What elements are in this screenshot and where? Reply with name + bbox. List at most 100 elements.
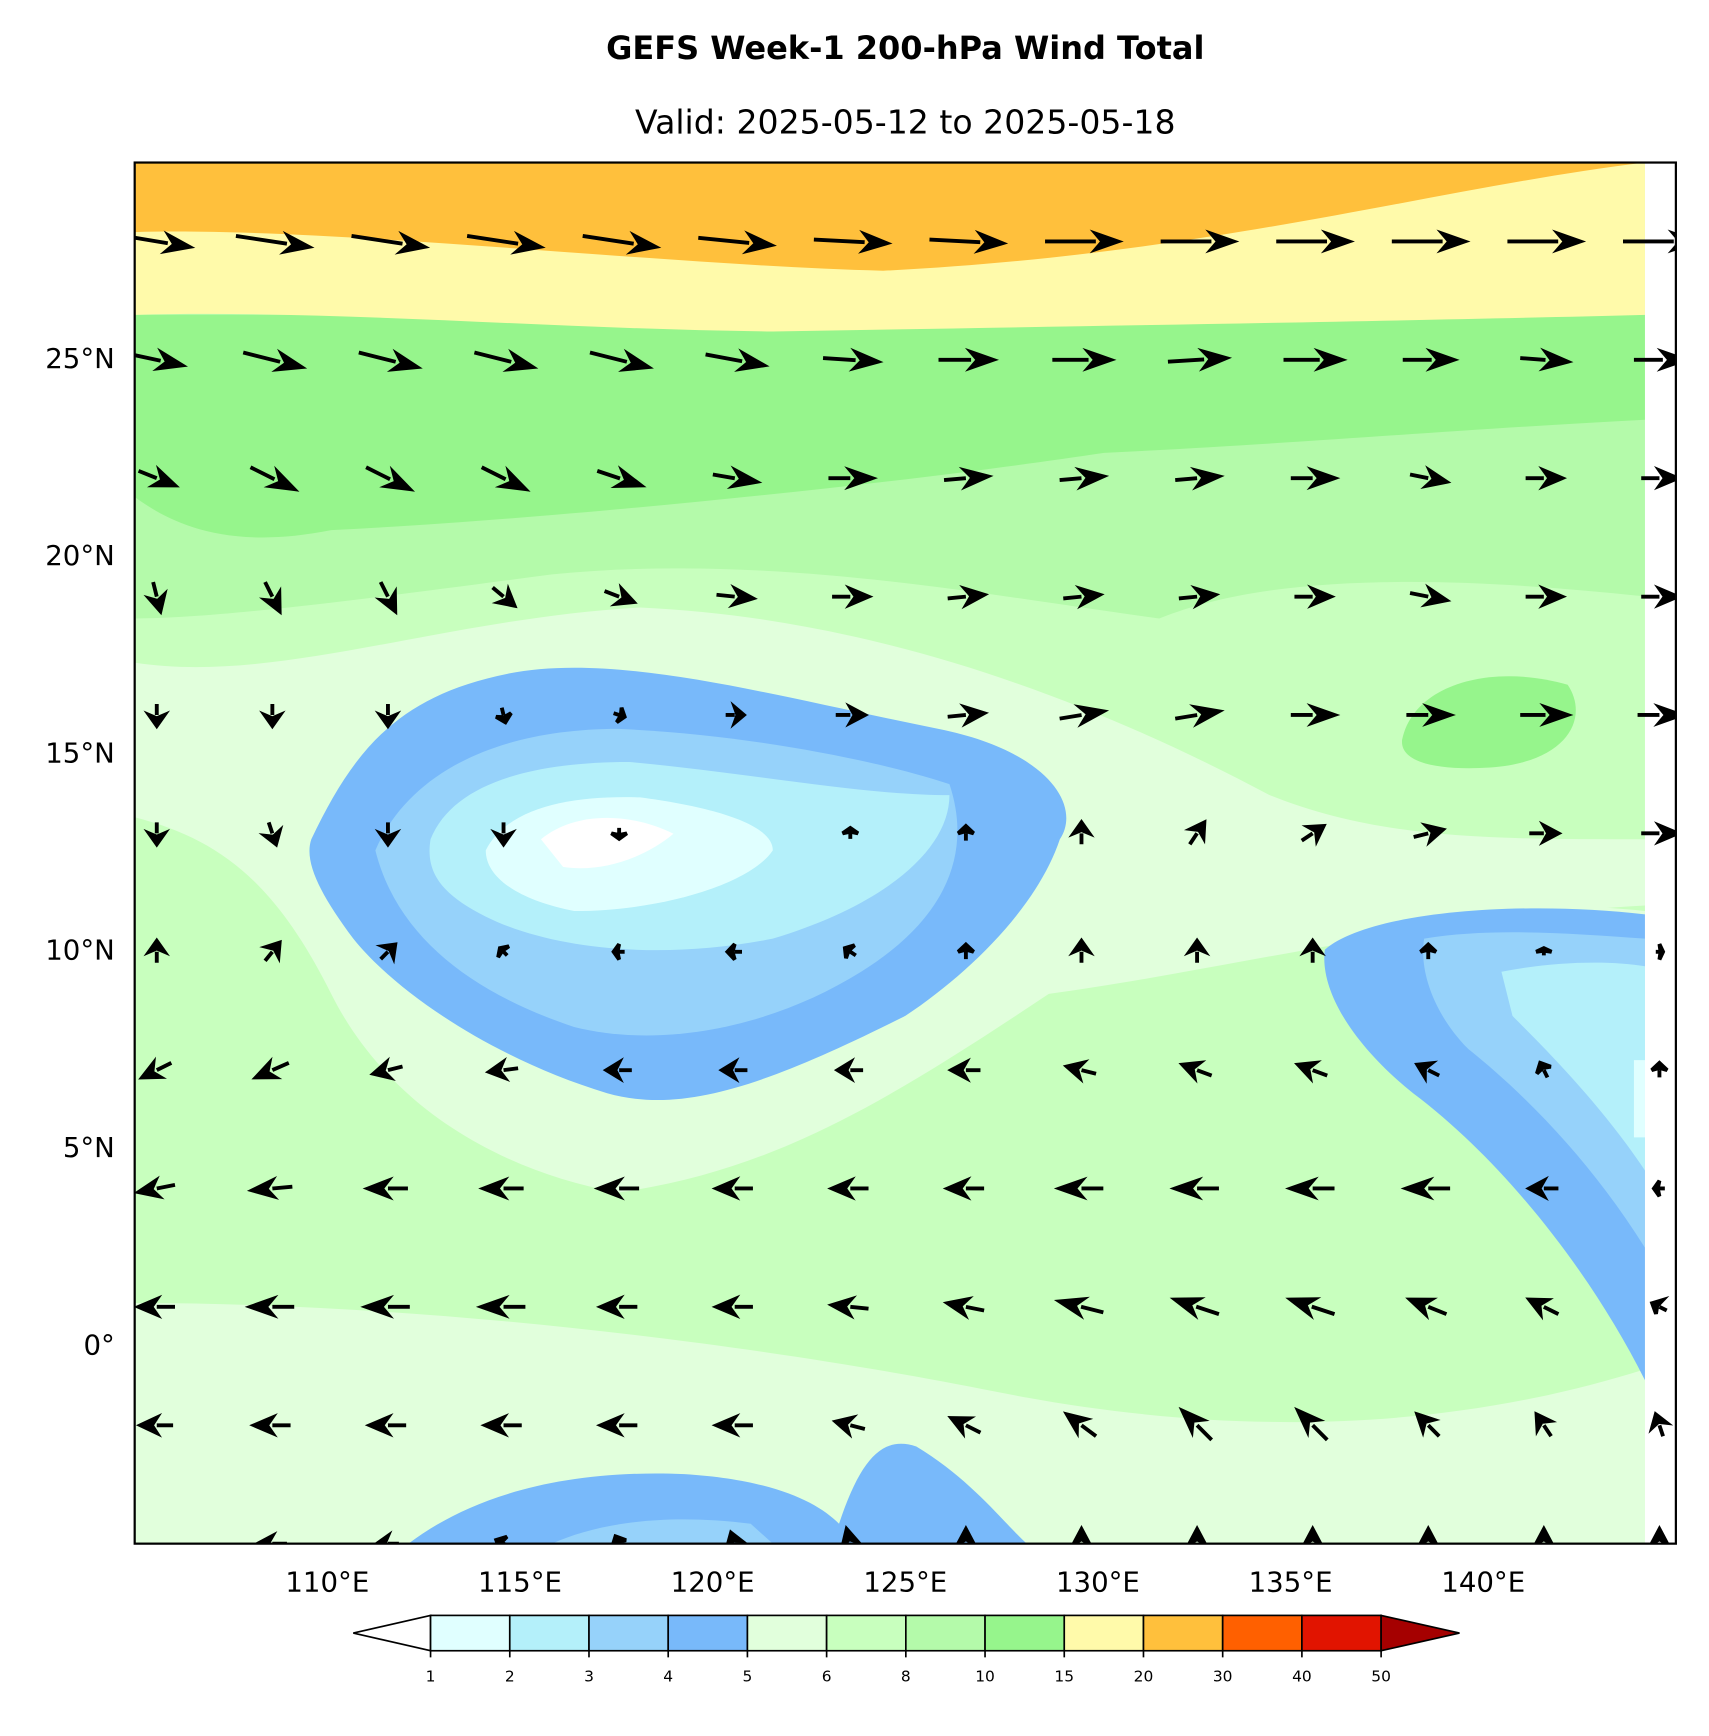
wind-arrow: [473, 348, 539, 372]
wind-arrow: [943, 466, 994, 491]
y-tick-label: 5°N: [63, 1131, 115, 1164]
colorbar-box: [1301, 1614, 1382, 1652]
field-3-4-south: [552, 1519, 773, 1544]
title: GEFS Week-1 200-hPa Wind Total: [606, 29, 1204, 67]
colorbar-box: [1221, 1614, 1303, 1652]
x-tick-label: 125°E: [863, 1565, 947, 1598]
wind-arrow: [374, 704, 402, 730]
wind-arrow: [822, 347, 884, 372]
wind-arrow: [1419, 941, 1438, 960]
wind-arrow: [1650, 1060, 1669, 1078]
wind-arrow: [1300, 823, 1327, 847]
wind-arrow: [1302, 1524, 1323, 1544]
wind-arrow: [235, 230, 315, 255]
shading: [134, 162, 1676, 1544]
colorbar-label: 10: [975, 1668, 995, 1686]
wind-arrow: [613, 707, 627, 724]
wind-arrow: [813, 229, 893, 254]
wind-arrow: [1290, 703, 1341, 727]
wind-arrow: [705, 348, 770, 372]
wind-arrow: [589, 348, 654, 372]
wind-arrow: [351, 230, 431, 255]
wind-arrow: [484, 1057, 519, 1082]
wind-arrow: [1045, 229, 1124, 254]
wind-arrow: [827, 1295, 869, 1320]
wind-arrow: [1649, 1296, 1670, 1315]
wind-arrow: [1535, 946, 1553, 956]
no-data-strip: [1644, 162, 1676, 1544]
wind-arrow: [1655, 943, 1666, 961]
wind-arrow: [1406, 703, 1456, 727]
wind-arrow: [134, 1175, 176, 1200]
wind-arrow: [603, 583, 638, 607]
wind-arrow: [842, 943, 857, 959]
colorbar-label: 1: [426, 1668, 436, 1686]
wind-arrow: [698, 230, 777, 255]
wind-arrow: [1283, 347, 1348, 372]
wind-arrow: [610, 827, 628, 842]
y-tick-label: 10°N: [45, 934, 115, 967]
wind-arrow: [134, 1294, 175, 1319]
wind-arrow: [1183, 819, 1207, 846]
wind-arrow: [1160, 229, 1240, 254]
wind-arrow: [1641, 584, 1676, 609]
map-frame: [133, 161, 1677, 1545]
wind-arrow: [827, 1176, 869, 1201]
colorbar-box: [984, 1614, 1066, 1652]
wind-arrow: [373, 1530, 399, 1544]
wind-arrow: [259, 581, 282, 616]
wind-arrow: [369, 1056, 403, 1082]
x-tick-label: 135°E: [1249, 1565, 1333, 1598]
wind-arrow: [1520, 347, 1574, 372]
wind-arrow: [1178, 585, 1221, 610]
y-tick-label: 20°N: [45, 539, 115, 572]
field-10-15-east: [1401, 676, 1576, 769]
wind-arrow: [1183, 937, 1211, 963]
subtitle: Valid: 2025-05-12 to 2025-05-18: [635, 102, 1176, 141]
wind-arrow: [1174, 704, 1225, 728]
wind-arrow: [1413, 822, 1447, 847]
wind-arrow: [841, 1524, 863, 1544]
wind-arrow: [490, 822, 517, 848]
y-tick-label: 0°: [83, 1328, 114, 1361]
wind-arrow: [1285, 1176, 1335, 1201]
wind-arrow: [595, 1413, 638, 1438]
wind-arrow: [1637, 703, 1676, 727]
wind-arrow: [1525, 584, 1568, 609]
wind-arrow: [1525, 1297, 1560, 1321]
wind-arrow: [259, 939, 282, 964]
colorbar-box: [588, 1614, 670, 1652]
wind-arrow: [253, 1531, 287, 1544]
wind-arrow: [1299, 937, 1326, 963]
wind-arrow: [611, 942, 625, 961]
wind-vectors: [134, 229, 1676, 1544]
colorbar-label: 15: [1054, 1668, 1074, 1686]
wind-arrow: [1535, 1060, 1552, 1079]
wind-arrow: [1068, 937, 1095, 963]
wind-arrow: [1391, 229, 1471, 254]
wind-arrow: [602, 1057, 632, 1084]
field-under-1: [540, 817, 674, 869]
wind-arrow: [726, 1529, 749, 1544]
wind-arrow: [362, 1176, 408, 1201]
wind-arrow: [242, 348, 308, 372]
colorbar-label: 2: [505, 1668, 515, 1686]
wind-arrow: [1533, 1524, 1554, 1544]
wind-arrow: [1649, 1524, 1670, 1544]
wind-arrow: [593, 1176, 640, 1201]
colorbar-label: 40: [1292, 1668, 1312, 1686]
wind-arrow: [582, 230, 662, 255]
wind-arrow: [143, 581, 168, 616]
field-1-2-east: [1633, 1060, 1645, 1138]
colorbar-label: 50: [1371, 1668, 1391, 1686]
wind-arrow: [711, 1176, 753, 1201]
wind-arrow: [1276, 229, 1355, 254]
wind-arrow: [1294, 1060, 1328, 1084]
wind-arrow: [478, 1176, 524, 1201]
wind-arrow: [1641, 821, 1676, 846]
wind-arrow: [1400, 1176, 1451, 1201]
wind-arrow: [833, 1057, 864, 1084]
wind-arrow: [365, 465, 416, 492]
